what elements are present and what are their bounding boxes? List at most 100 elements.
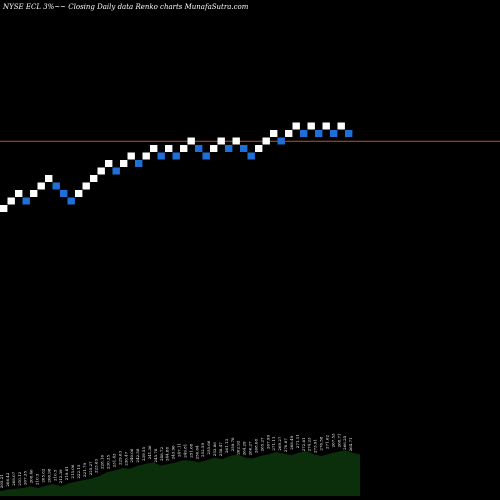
renko-brick-up <box>82 182 90 190</box>
price-label: 231.43 <box>111 453 116 467</box>
price-label: 272.81 <box>301 437 306 451</box>
price-label: 268.08 <box>253 439 258 453</box>
renko-brick-up <box>285 130 293 137</box>
renko-brick-down <box>172 152 180 160</box>
renko-brick-up <box>270 130 278 137</box>
price-label: 210.12 <box>17 471 22 485</box>
price-label: 225.27 <box>88 461 93 475</box>
price-label: 268.49 <box>289 435 294 449</box>
price-label: 219.81 <box>64 466 69 480</box>
renko-brick-down <box>225 145 233 152</box>
volume-area <box>0 450 360 496</box>
renko-brick-up <box>217 137 225 145</box>
price-label: 270.87 <box>283 438 288 452</box>
renko-brick-down <box>277 137 285 145</box>
price-label: 210.5 <box>52 469 57 481</box>
price-label: 269.27 <box>277 436 282 450</box>
renko-brick-down <box>330 130 338 137</box>
renko-brick-down <box>112 167 120 175</box>
renko-brick-down <box>52 182 60 190</box>
price-label: 210.5 <box>35 473 40 485</box>
renko-brick-down <box>67 197 75 205</box>
chart-title: NYSE ECL 3%~~ Closing Daily data Renko c… <box>2 3 249 11</box>
renko-brick-up <box>97 167 105 175</box>
price-label: 271.11 <box>295 434 300 448</box>
price-label: 253.86 <box>212 442 217 456</box>
renko-brick-up <box>15 190 23 197</box>
renko-brick-up <box>165 145 173 152</box>
renko-brick-down <box>240 145 248 152</box>
renko-brick-down <box>202 152 210 160</box>
renko-brick-up <box>45 175 53 182</box>
price-label: 267.53 <box>330 433 335 447</box>
renko-brick-up <box>142 152 150 160</box>
renko-brick-down <box>300 130 308 137</box>
renko-brick-down <box>195 145 203 152</box>
renko-brick-up <box>232 137 240 145</box>
price-label: 241.36 <box>147 445 152 459</box>
price-label: 243.96 <box>171 445 176 459</box>
price-label: 239.55 <box>141 447 146 461</box>
price-label: 207.35 <box>23 471 28 485</box>
price-label: 252.59 <box>200 443 205 457</box>
renko-brick-up <box>187 137 195 145</box>
renko-brick-up <box>322 122 330 130</box>
renko-brick-down <box>315 130 323 137</box>
renko-brick-up <box>292 122 300 130</box>
renko-brick-down <box>135 160 143 167</box>
price-labels: 205.21 206.42 208.07 210.12 207.35 208.46 210.… <box>0 433 353 488</box>
renko-brick-up <box>30 190 38 197</box>
price-label: 266.25 <box>342 435 347 449</box>
price-label: 208.46 <box>29 469 34 483</box>
price-label: 258.47 <box>218 442 223 456</box>
price-label: 212.39 <box>58 469 63 483</box>
price-label: 248.72 <box>159 447 164 461</box>
renko-brick-down <box>247 152 255 160</box>
renko-brick-up <box>90 175 98 182</box>
renko-brick-up <box>105 160 113 167</box>
price-label: 271.11 <box>271 437 276 451</box>
price-label: 259.78 <box>230 437 235 451</box>
price-label: 244.88 <box>165 447 170 461</box>
renko-brick-up <box>210 145 218 152</box>
price-label: 242.58 <box>135 448 140 462</box>
price-label: 221.79 <box>82 463 87 477</box>
renko-brick-up <box>127 152 135 160</box>
renko-brick-up <box>37 182 45 190</box>
price-label: 223.63 <box>94 459 99 473</box>
price-label: 264.29 <box>242 441 247 455</box>
renko-brick-up <box>150 145 158 152</box>
price-label: 228.16 <box>100 455 105 469</box>
price-label: 230.35 <box>106 455 111 469</box>
price-label: 215.06 <box>70 464 75 478</box>
renko-brick-up <box>180 145 188 152</box>
renko-brick-up <box>120 160 128 167</box>
price-label: 255.66 <box>206 440 211 454</box>
price-label: 271.62 <box>324 435 329 449</box>
price-label: 274.23 <box>307 437 312 451</box>
price-label: 247.11 <box>177 443 182 457</box>
price-label: 267.99 <box>265 435 270 449</box>
renko-bricks <box>0 122 353 212</box>
price-label: 222.15 <box>76 464 81 478</box>
price-label: 264.71 <box>348 437 353 451</box>
renko-brick-up <box>307 122 315 130</box>
renko-brick-up <box>337 122 345 130</box>
price-label: 261.13 <box>224 439 229 453</box>
price-label: 205.21 <box>0 474 4 488</box>
price-label: 262.92 <box>236 440 241 454</box>
renko-brick-up <box>262 137 270 145</box>
price-label: 266.27 <box>248 441 253 455</box>
price-label: 206.42 <box>5 472 10 486</box>
price-label: 273.91 <box>313 439 318 453</box>
price-label: 245.78 <box>153 448 158 462</box>
price-label: 229.63 <box>117 451 122 465</box>
renko-brick-down <box>345 130 353 137</box>
price-label: 265.27 <box>259 437 264 451</box>
price-label: 268.71 <box>336 433 341 447</box>
renko-brick-down <box>22 197 30 205</box>
price-label: 249.81 <box>182 444 187 458</box>
renko-brick-up <box>7 197 15 205</box>
